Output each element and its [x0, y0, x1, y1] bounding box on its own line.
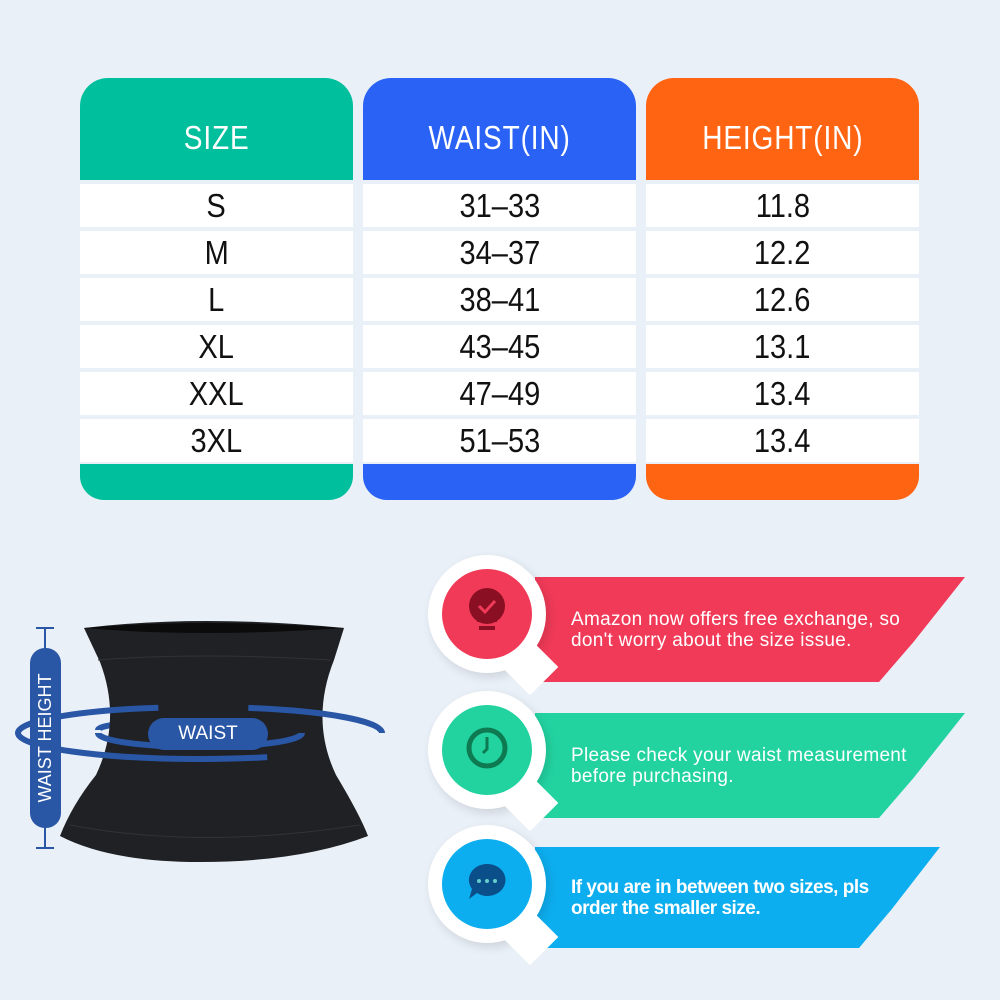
column-0: SIZE S M L XL XXL 3XL [80, 78, 353, 500]
column-header: WAIST(IN) [363, 78, 636, 180]
table-cell: M [80, 231, 353, 274]
tip-text: Amazon now offers free exchange, so don'… [571, 608, 901, 651]
cell-value: S [206, 186, 227, 224]
cell-value: 13.1 [754, 327, 811, 365]
table-cell: 3XL [80, 419, 353, 462]
table-cell: XL [80, 325, 353, 368]
table-cell: 47–49 [363, 372, 636, 415]
cell-value: L [208, 280, 225, 318]
header-label: SIZE [183, 119, 250, 156]
column-2: HEIGHT(IN) 11.8 12.2 12.6 13.1 13.4 13.4 [646, 78, 919, 500]
cell-value: 13.4 [754, 374, 811, 412]
cell-value: 13.4 [754, 421, 811, 459]
waist-height-label: WAIST HEIGHT [35, 673, 55, 803]
waist-label-pill: WAIST [148, 718, 268, 750]
header-label: WAIST(IN) [428, 119, 571, 156]
column-footer [80, 464, 353, 500]
tip-banner: Please check your waist measurement befo… [535, 713, 965, 818]
table-cell: 11.8 [646, 184, 919, 227]
cell-value: M [204, 233, 229, 271]
cell-value: 43–45 [459, 327, 540, 365]
table-cell: 12.6 [646, 278, 919, 321]
tip-text: If you are in between two sizes, pls ord… [571, 876, 869, 919]
waist-height-pill [30, 648, 61, 828]
table-cell: 12.2 [646, 231, 919, 274]
cell-value: 51–53 [459, 421, 540, 459]
table-cell: S [80, 184, 353, 227]
lightbulb-check-icon [465, 586, 509, 643]
cell-value: 38–41 [459, 280, 540, 318]
cell-value: XL [198, 327, 235, 365]
cell-value: 12.2 [754, 233, 811, 271]
column-footer [363, 464, 636, 500]
column-header: HEIGHT(IN) [646, 78, 919, 180]
cell-value: 11.8 [755, 186, 810, 224]
column-footer [646, 464, 919, 500]
table-cell: 31–33 [363, 184, 636, 227]
cell-value: 3XL [190, 421, 243, 459]
tip-icon-bubble [428, 555, 559, 696]
tip-icon-bubble [428, 825, 559, 966]
table-cell: 13.4 [646, 419, 919, 462]
table-cell: 13.4 [646, 372, 919, 415]
clock-icon [464, 725, 510, 776]
table-cell: 43–45 [363, 325, 636, 368]
tip-banner: Amazon now offers free exchange, so don'… [535, 577, 965, 682]
header-label: HEIGHT(IN) [701, 119, 864, 156]
table-cell: XXL [80, 372, 353, 415]
cell-value: XXL [189, 374, 244, 412]
table-cell: 34–37 [363, 231, 636, 274]
table-cell: 38–41 [363, 278, 636, 321]
tip-text: Please check your waist measurement befo… [571, 744, 907, 787]
table-cell: L [80, 278, 353, 321]
cell-value: 34–37 [459, 233, 540, 271]
table-cell: 51–53 [363, 419, 636, 462]
cell-value: 31–33 [459, 186, 540, 224]
column-1: WAIST(IN) 31–33 34–37 38–41 43–45 47–49 51–53 [363, 78, 636, 500]
cell-value: 12.6 [754, 280, 811, 318]
cell-value: 47–49 [459, 374, 540, 412]
table-cell: 13.1 [646, 325, 919, 368]
tip-icon-bubble [428, 691, 559, 832]
tip-banner: If you are in between two sizes, pls ord… [535, 847, 940, 948]
column-header: SIZE [80, 78, 353, 180]
chat-bubble-icon [464, 859, 510, 910]
